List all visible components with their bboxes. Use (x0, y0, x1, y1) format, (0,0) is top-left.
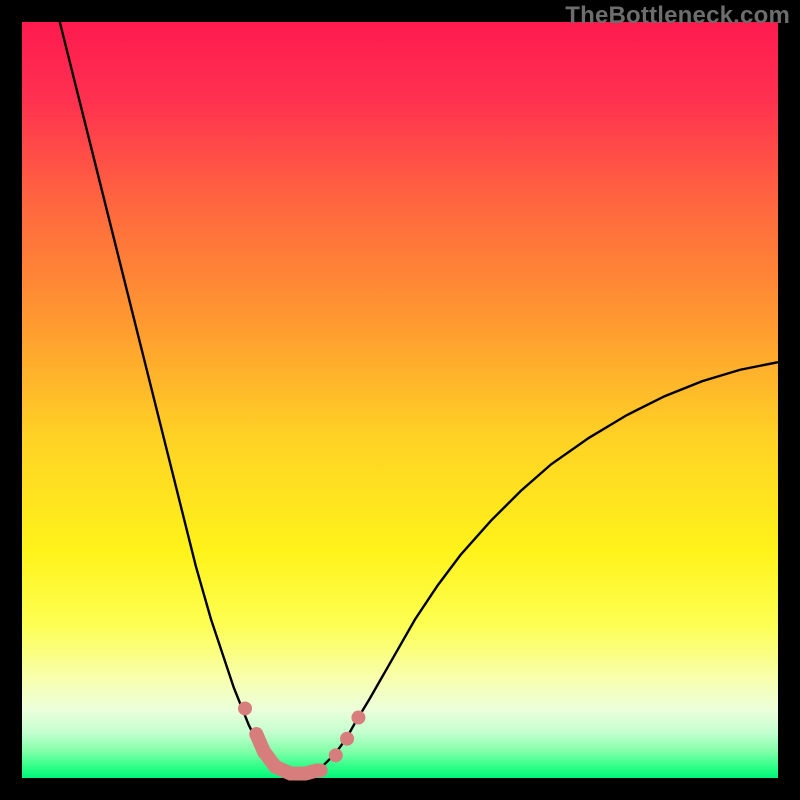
watermark-text: TheBottleneck.com (565, 2, 790, 30)
marker-dot (351, 711, 365, 725)
marker-dot (329, 748, 343, 762)
bottleneck-chart (0, 0, 800, 800)
marker-dot (314, 763, 328, 777)
gradient-background (22, 22, 778, 778)
chart-root: TheBottleneck.com (0, 0, 800, 800)
marker-dot (238, 701, 252, 715)
marker-dot (340, 732, 354, 746)
marker-dot (249, 727, 263, 741)
